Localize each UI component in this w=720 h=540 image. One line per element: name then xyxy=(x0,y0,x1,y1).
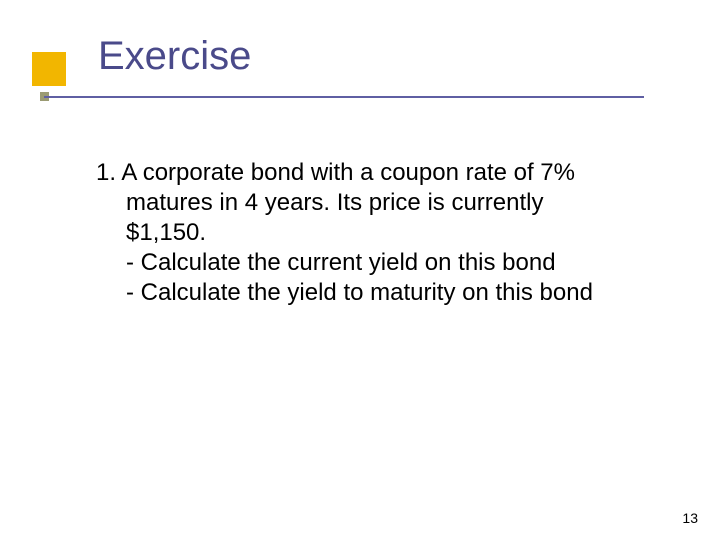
sub-bullet-1: - Calculate the current yield on this bo… xyxy=(96,248,656,278)
item-number: 1. xyxy=(96,159,116,186)
accent-square xyxy=(32,52,66,86)
body-text: 1. A corporate bond with a coupon rate o… xyxy=(96,158,656,308)
problem-line-3: $1,150. xyxy=(126,219,206,246)
slide: Exercise 1. A corporate bond with a coup… xyxy=(0,0,720,540)
sub-bullet-2: - Calculate the yield to maturity on thi… xyxy=(96,278,656,308)
page-number: 13 xyxy=(682,510,698,526)
problem-statement: 1. A corporate bond with a coupon rate o… xyxy=(96,158,656,248)
slide-title: Exercise xyxy=(98,34,251,79)
problem-line-1: A corporate bond with a coupon rate of 7… xyxy=(121,159,575,186)
problem-line-2: matures in 4 years. Its price is current… xyxy=(126,189,543,216)
title-rule xyxy=(44,96,644,98)
